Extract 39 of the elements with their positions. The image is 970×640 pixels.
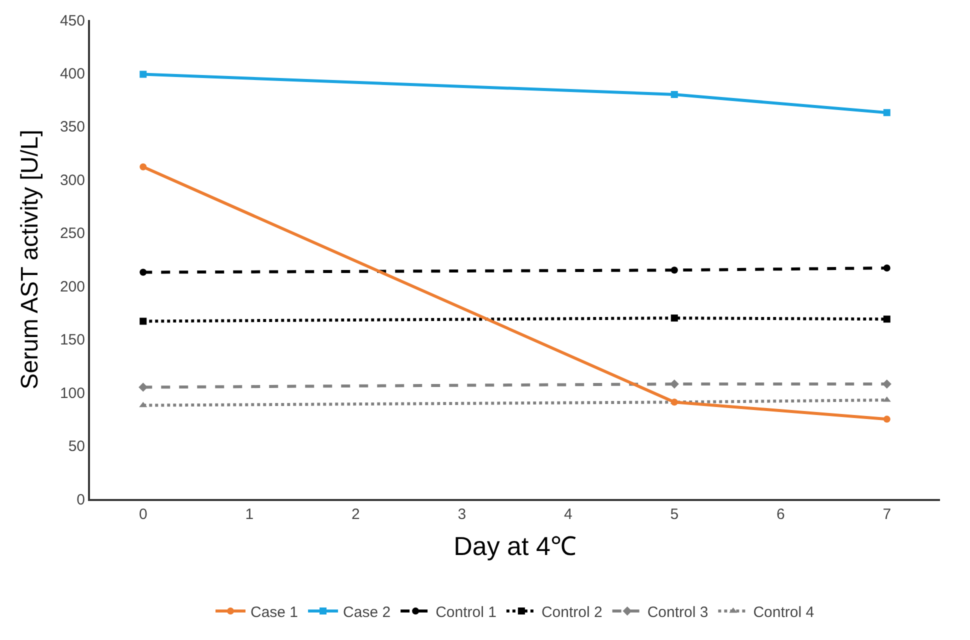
x-tick-label: 7 <box>882 506 892 523</box>
point <box>140 163 147 170</box>
y-tick-label: 450 <box>60 12 85 30</box>
y-tick-label: 50 <box>68 438 85 456</box>
y-axis-title: Serum AST activity [U/L] <box>16 130 44 390</box>
point <box>670 379 679 389</box>
x-tick-label: 5 <box>670 506 679 523</box>
x-tick-label: 0 <box>138 506 148 523</box>
legend-label: Case 1 <box>250 604 298 621</box>
point <box>883 109 890 116</box>
point <box>140 268 147 276</box>
y-tick-label: 250 <box>60 225 85 242</box>
x-tick-label: 1 <box>245 506 254 523</box>
point <box>882 379 892 389</box>
point <box>883 416 890 423</box>
y-tick-label: 150 <box>60 332 85 349</box>
legend-label: Control 2 <box>541 604 602 621</box>
point <box>670 91 678 98</box>
y-tick-label: 0 <box>76 491 85 508</box>
point <box>883 264 890 272</box>
point <box>883 316 890 323</box>
legend-label: Case 2 <box>343 604 391 621</box>
y-tick-label: 100 <box>60 384 85 402</box>
y-tick-label: 300 <box>60 172 85 189</box>
x-tick-label: 6 <box>776 506 785 523</box>
legend-label: Control 3 <box>647 604 708 621</box>
point <box>140 70 147 78</box>
point <box>670 266 678 274</box>
y-tick-label: 400 <box>60 65 85 82</box>
x-tick-label: 4 <box>564 506 572 523</box>
point <box>670 314 678 322</box>
x-axis-title: Day at 4℃ <box>454 531 576 562</box>
legend-label: Control 1 <box>436 604 496 621</box>
y-tick-label: 200 <box>60 278 85 296</box>
x-tick-label: 3 <box>458 506 466 523</box>
x-tick-label: 2 <box>351 506 360 523</box>
legend-label: Control 4 <box>753 604 814 621</box>
y-tick-label: 350 <box>60 118 85 136</box>
point <box>140 318 147 325</box>
